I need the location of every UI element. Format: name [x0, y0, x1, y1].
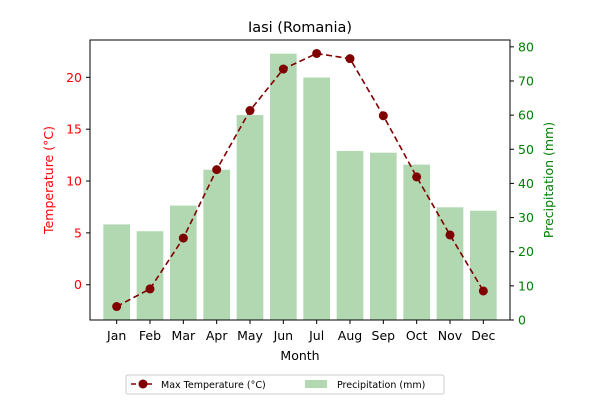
left-axis: 0 5 10 15 20 [66, 70, 90, 292]
precipitation-bar [403, 164, 430, 320]
x-tick-label: Sep [372, 328, 396, 343]
precipitation-bar [170, 205, 197, 320]
legend: Max Temperature (°C) Precipitation (mm) [125, 374, 445, 395]
temperature-point [478, 286, 488, 296]
temperature-point [445, 230, 455, 240]
temperature-point [178, 233, 188, 243]
y-right-tick-label: 10 [518, 278, 534, 293]
x-tick-label: Mar [172, 328, 196, 343]
temperature-line [116, 52, 485, 308]
temperature-point [245, 106, 255, 116]
precipitation-bars [103, 53, 497, 320]
temperature-line-layer [112, 48, 488, 312]
y-left-tick-label: 20 [66, 70, 82, 85]
precipitation-bar [270, 53, 297, 320]
y-right-tick-label: 60 [518, 108, 534, 123]
precipitation-bar [236, 115, 264, 320]
x-axis: Jan Feb Mar Apr May Jun Jul Aug Sep Oct Nov Dec [106, 320, 496, 343]
legend-box [125, 374, 445, 395]
temperature-point [345, 54, 355, 64]
right-axis: 0 10 20 30 40 50 60 70 80 [510, 39, 534, 328]
chart-title: Iasi (Romania) [248, 20, 352, 36]
legend-label-temperature: Max Temperature (°C) [161, 380, 266, 391]
plot-frame [89, 39, 511, 321]
temperature-point [378, 111, 388, 121]
y-axis-right-label: Precipitation (mm) [541, 122, 556, 238]
y-left-tick-label: 0 [74, 277, 82, 292]
precipitation-bar [370, 152, 397, 320]
x-tick-label: Feb [139, 328, 161, 343]
y-right-tick-label: 30 [518, 210, 534, 225]
x-axis-label: Month [280, 348, 319, 363]
temperature-point [412, 172, 422, 182]
x-tick-label: Aug [338, 328, 362, 343]
temperature-point [212, 165, 222, 175]
legend-label-precipitation: Precipitation (mm) [337, 380, 425, 391]
y-left-tick-label: 10 [66, 174, 82, 189]
temperature-point [312, 48, 322, 58]
precipitation-bar [303, 77, 330, 320]
x-tick-label: May [237, 328, 263, 343]
precipitation-bar [136, 231, 164, 320]
x-tick-label: Oct [406, 328, 428, 343]
y-right-tick-label: 20 [518, 244, 534, 259]
x-tick-label: Apr [206, 328, 228, 343]
y-left-tick-label: 15 [66, 122, 82, 137]
precipitation-bar [470, 210, 497, 320]
x-tick-label: Jul [308, 328, 324, 343]
y-right-tick-label: 50 [518, 142, 534, 157]
precipitation-bar [203, 169, 230, 320]
precipitation-bar [336, 150, 364, 320]
y-left-tick-label: 5 [74, 225, 82, 240]
x-tick-label: Nov [438, 328, 463, 343]
x-tick-label: Jan [106, 328, 126, 343]
temperature-point [112, 302, 122, 312]
precipitation-bar [436, 207, 464, 320]
y-right-tick-label: 0 [518, 313, 526, 328]
legend-marker-swatch [138, 379, 148, 389]
y-right-tick-label: 80 [518, 39, 534, 54]
y-right-tick-label: 70 [518, 73, 534, 88]
x-tick-label: Dec [471, 328, 495, 343]
y-axis-left-label: Temperature (°C) [41, 126, 56, 235]
x-tick-label: Jun [273, 328, 294, 343]
y-right-tick-label: 40 [518, 176, 534, 191]
legend-bar-swatch [305, 380, 327, 388]
temperature-point [278, 64, 288, 74]
temperature-point [145, 284, 155, 294]
